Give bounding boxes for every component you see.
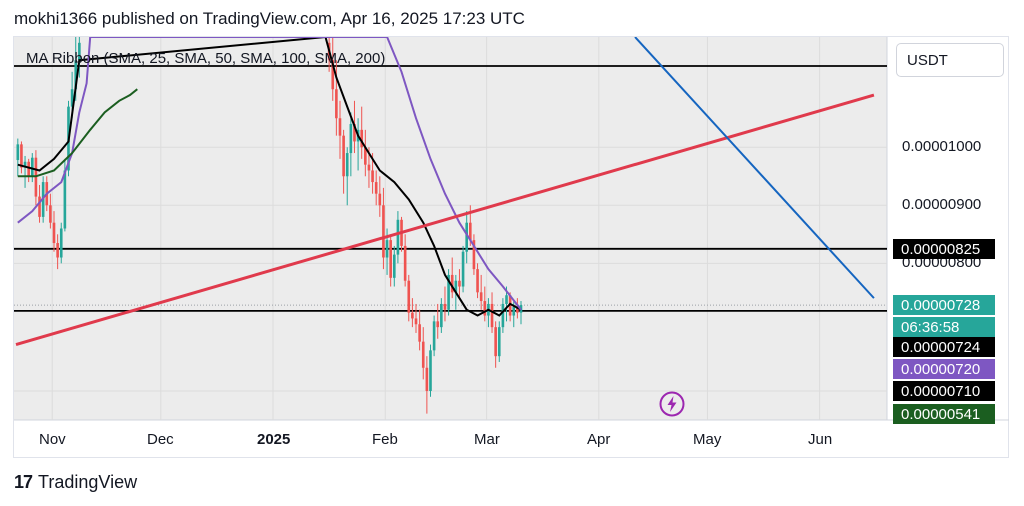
candle-body xyxy=(345,153,349,177)
x-tick-label: May xyxy=(693,431,722,448)
currency-button[interactable]: USDT xyxy=(896,43,1004,77)
plot-background xyxy=(14,37,887,420)
candle-body xyxy=(382,205,385,258)
candle-body xyxy=(353,124,356,142)
candle-body xyxy=(16,144,20,161)
candle-body xyxy=(505,295,508,304)
price-badge: 0.00000710 xyxy=(893,381,995,401)
candle-body xyxy=(331,60,335,90)
y-tick-label: 0.00001000 xyxy=(902,138,982,156)
candle-body xyxy=(403,245,407,281)
candle-body xyxy=(374,182,378,194)
candle-body xyxy=(447,274,450,310)
candle-body xyxy=(494,327,497,357)
ma-line-sma-100 xyxy=(17,88,138,178)
trendline-blue xyxy=(634,37,875,299)
candle-body xyxy=(385,240,389,258)
candle-body xyxy=(469,222,472,241)
price-badge: 0.00000825 xyxy=(893,239,995,259)
x-tick-label: 2025 xyxy=(257,431,291,448)
candle-body xyxy=(421,341,425,368)
candle-body xyxy=(461,251,465,287)
candle-body xyxy=(418,324,421,342)
ma-line-sma-25 xyxy=(17,37,522,317)
candle-body xyxy=(458,280,461,287)
candle-body xyxy=(78,42,81,61)
candle-body xyxy=(497,327,501,357)
candle-body xyxy=(38,196,41,217)
candle-body xyxy=(429,350,432,391)
candle-body xyxy=(440,303,443,328)
x-tick-label: Apr xyxy=(587,431,611,448)
candle-body xyxy=(479,292,483,302)
candle-body xyxy=(70,89,74,107)
candle-body xyxy=(392,254,396,278)
candle-body xyxy=(59,228,63,258)
price-badge: 0.00000728 xyxy=(893,295,995,315)
x-tick-label: Jun xyxy=(808,431,833,448)
candle-body xyxy=(349,124,353,154)
candle-body xyxy=(450,274,454,293)
plot-area xyxy=(14,37,887,420)
candle-body xyxy=(342,135,345,177)
candle-body xyxy=(411,312,414,319)
candle-body xyxy=(364,147,367,165)
candle-body xyxy=(367,164,371,171)
candle-body xyxy=(472,240,476,270)
candle-body xyxy=(20,144,23,168)
y-tick-label: 0.00000900 xyxy=(902,196,982,214)
indicator-legend[interactable]: MA Ribbon (SMA, 25, SMA, 50, SMA, 100, S… xyxy=(26,50,386,67)
candle-body xyxy=(516,306,519,313)
tradingview-logo-icon: 17 xyxy=(14,472,33,492)
candle-body xyxy=(335,89,338,119)
candle-body xyxy=(63,170,67,229)
candle-body xyxy=(23,161,27,168)
candle-body xyxy=(432,321,436,351)
price-badge: 0.00000541 xyxy=(893,404,995,424)
candle-body xyxy=(338,118,342,136)
candle-body xyxy=(483,301,487,316)
candle-body xyxy=(396,219,400,255)
price-badge: 0.00000720 xyxy=(893,359,995,379)
candle-body xyxy=(414,318,418,325)
ma-line-sma-50 xyxy=(17,37,522,311)
candle-body xyxy=(371,170,374,183)
trendline-red xyxy=(15,93,875,347)
candle-body xyxy=(49,205,52,223)
publisher-attribution: mokhi1366 published on TradingView.com, … xyxy=(14,9,525,28)
x-tick-label: Nov xyxy=(39,431,66,448)
candle-body xyxy=(52,222,56,244)
candle-body xyxy=(476,269,479,293)
candle-body xyxy=(74,60,78,90)
lightning-icon[interactable] xyxy=(659,391,685,417)
tradingview-brand: TradingView xyxy=(38,472,138,492)
price-badge: 0.00000724 xyxy=(893,337,995,357)
candle-body xyxy=(27,161,30,177)
candle-body xyxy=(490,303,494,328)
candle-body xyxy=(30,157,34,177)
x-tick-label: Mar xyxy=(474,431,500,448)
candle-body xyxy=(378,193,382,206)
tradingview-footer[interactable]: 17 TradingView xyxy=(14,472,137,493)
chart-frame xyxy=(13,36,1009,458)
x-tick-label: Feb xyxy=(372,431,398,448)
candle-body xyxy=(512,306,516,316)
candle-body xyxy=(425,367,429,391)
candle-body xyxy=(407,280,411,313)
candle-body xyxy=(360,129,364,148)
candle-body xyxy=(465,222,468,252)
countdown-badge: 06:36:58 xyxy=(893,317,995,337)
candle-body xyxy=(454,280,458,293)
candle-body xyxy=(508,295,512,316)
candle-body xyxy=(389,240,392,278)
candle-body xyxy=(436,321,440,328)
candle-body xyxy=(501,303,505,328)
candle-body xyxy=(56,243,59,258)
x-tick-label: Dec xyxy=(147,431,174,448)
candle-body xyxy=(443,303,447,310)
